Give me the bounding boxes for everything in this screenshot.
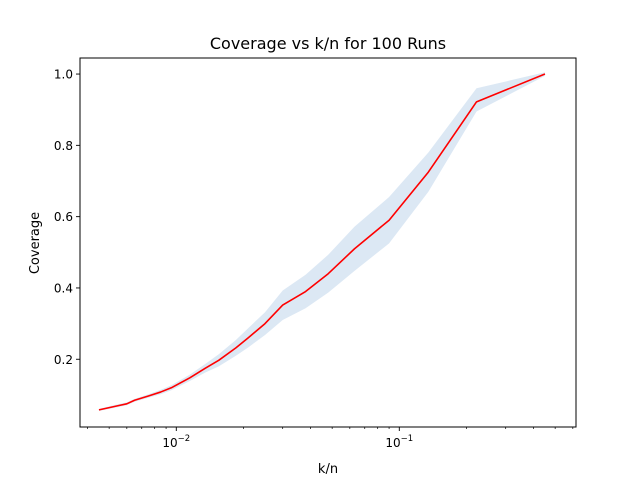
y-tick-label: 0.2 xyxy=(54,353,73,367)
x-axis-ticks: 10−2 10−1 xyxy=(87,427,574,450)
y-tick-label: 0.8 xyxy=(54,139,73,153)
x-axis-label: k/n xyxy=(318,462,338,477)
confidence-band-layer xyxy=(98,72,545,411)
series-line-layer xyxy=(98,73,546,411)
y-tick-label: 1.0 xyxy=(54,68,73,82)
confidence-band xyxy=(98,72,545,411)
y-tick-label: 0.6 xyxy=(54,210,73,224)
x-tick-label: 10−2 xyxy=(162,434,190,450)
x-tick-label: 10−1 xyxy=(385,434,413,450)
y-axis-ticks: 0.2 0.4 0.6 0.8 1.0 xyxy=(54,68,80,367)
chart-title: Coverage vs k/n for 100 Runs xyxy=(210,34,446,53)
plot-frame xyxy=(79,57,577,428)
y-tick-label: 0.4 xyxy=(54,281,73,295)
y-axis-label: Coverage xyxy=(28,212,43,274)
series-line xyxy=(98,73,546,411)
